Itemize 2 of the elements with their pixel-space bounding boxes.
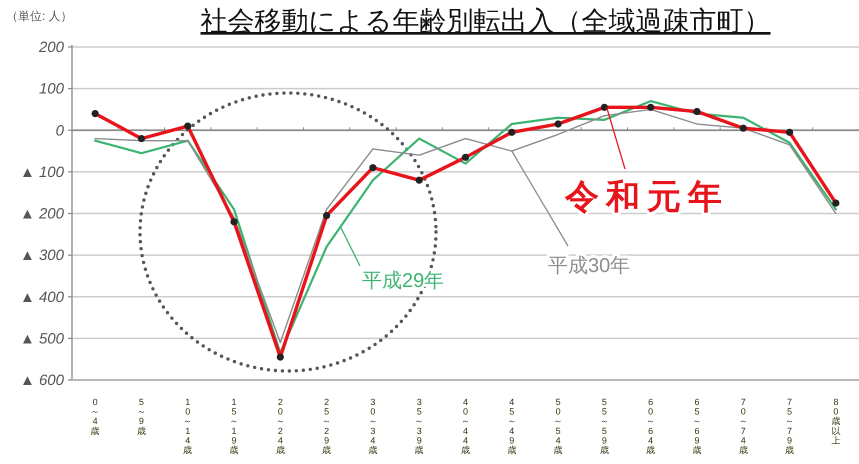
title: 社会移動による年齢別転出入（全域過疎市町） bbox=[200, 6, 770, 36]
ylabel: （単位: 人） bbox=[6, 9, 73, 23]
